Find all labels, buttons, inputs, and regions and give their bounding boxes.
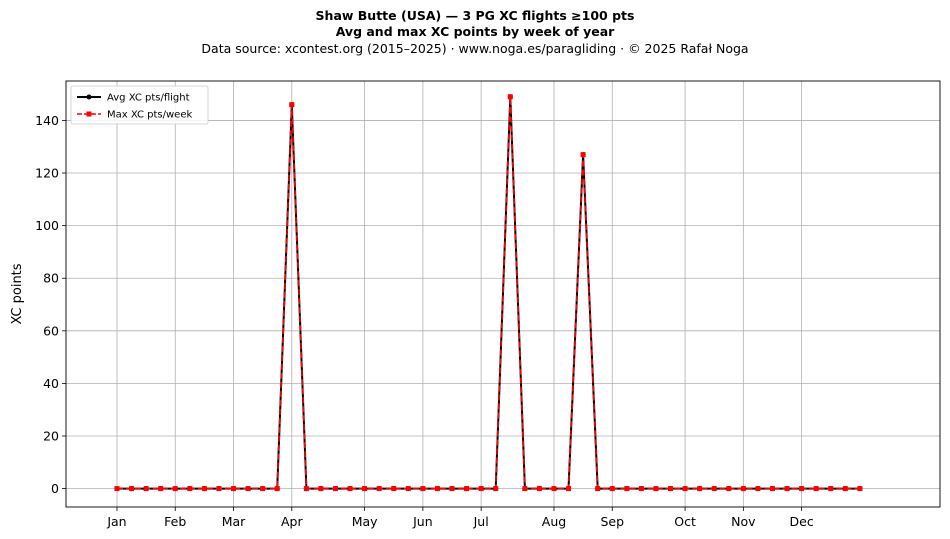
max-point xyxy=(391,486,397,492)
max-point xyxy=(464,486,470,492)
max-point xyxy=(114,486,120,492)
x-tick-label-feb: Feb xyxy=(164,514,186,529)
max-point xyxy=(289,102,295,108)
max-point xyxy=(813,486,819,492)
series-layer xyxy=(114,94,863,492)
x-tick-label-jul: Jul xyxy=(473,514,489,529)
max-point xyxy=(842,486,848,492)
max-point xyxy=(347,486,353,492)
max-point xyxy=(318,486,324,492)
max-point xyxy=(609,486,615,492)
y-tick-label: 20 xyxy=(43,429,59,444)
max-point xyxy=(507,94,513,100)
legend-label-avg: Avg XC pts/flight xyxy=(107,93,190,104)
max-point xyxy=(580,152,586,158)
max-point xyxy=(187,486,193,492)
y-tick-label: 60 xyxy=(43,323,59,338)
max-point xyxy=(172,486,178,492)
y-tick-label: 40 xyxy=(43,376,59,391)
x-tick-label-dec: Dec xyxy=(790,514,814,529)
y-tick-label: 80 xyxy=(43,271,59,286)
x-tick-label-oct: Oct xyxy=(674,514,696,529)
y-tick-label: 120 xyxy=(35,166,59,181)
legend: Avg XC pts/flight Max XC pts/week xyxy=(70,85,209,125)
max-point xyxy=(653,486,659,492)
max-point xyxy=(158,486,164,492)
max-point xyxy=(595,486,601,492)
max-point xyxy=(784,486,790,492)
max-point xyxy=(362,486,368,492)
chart-title: Shaw Butte (USA) — 3 PG XC flights ≥100 … xyxy=(315,8,635,23)
max-point xyxy=(857,486,863,492)
max-point xyxy=(668,486,674,492)
x-tick-label-mar: Mar xyxy=(222,514,246,529)
legend-box xyxy=(70,85,209,125)
y-tick-label: 100 xyxy=(35,218,59,233)
x-tick-label-apr: Apr xyxy=(281,514,303,529)
series-line-avg xyxy=(117,95,860,490)
y-tick-label: 140 xyxy=(35,113,59,128)
y-axis-label: XC points xyxy=(10,263,25,324)
max-point xyxy=(697,486,703,492)
max-point xyxy=(478,486,484,492)
max-point xyxy=(493,486,499,492)
x-tick-label-aug: Aug xyxy=(542,514,566,529)
x-tick-label-jun: Jun xyxy=(412,514,433,529)
legend-marker-max xyxy=(86,111,92,117)
max-point xyxy=(245,486,251,492)
max-point xyxy=(711,486,717,492)
max-point xyxy=(769,486,775,492)
max-point xyxy=(129,486,135,492)
max-point xyxy=(638,486,644,492)
max-point xyxy=(332,486,338,492)
max-point xyxy=(828,486,834,492)
x-tick-label-nov: Nov xyxy=(731,514,756,529)
x-tick-label-jan: Jan xyxy=(106,514,126,529)
chart-source-credit: Data source: xcontest.org (2015–2025) · … xyxy=(201,41,749,56)
plot-frame xyxy=(65,80,941,508)
max-point xyxy=(434,486,440,492)
max-point xyxy=(201,486,207,492)
x-tick-label-sep: Sep xyxy=(600,514,624,529)
max-point xyxy=(405,486,411,492)
max-point xyxy=(260,486,266,492)
y-tick-label: 0 xyxy=(51,481,59,496)
legend-marker-avg xyxy=(86,94,92,100)
max-point xyxy=(376,486,382,492)
max-point xyxy=(624,486,630,492)
max-point xyxy=(303,486,309,492)
chart-subtitle: Avg and max XC points by week of year xyxy=(335,24,615,39)
max-point xyxy=(755,486,761,492)
max-point xyxy=(740,486,746,492)
max-point xyxy=(522,486,528,492)
max-point xyxy=(274,486,280,492)
axis-ticks: 0 20 40 60 80 100 120 140 Jan Feb Mar Apr May Jun Jul A… xyxy=(35,113,814,529)
max-point xyxy=(551,486,557,492)
max-point xyxy=(799,486,805,492)
series-line-max xyxy=(117,96,860,490)
x-tick-label-may: May xyxy=(352,514,378,529)
max-point xyxy=(420,486,426,492)
max-point xyxy=(566,486,572,492)
legend-label-max: Max XC pts/week xyxy=(107,110,192,121)
max-point xyxy=(231,486,237,492)
max-point xyxy=(143,486,149,492)
max-point xyxy=(682,486,688,492)
max-point xyxy=(536,486,542,492)
max-point xyxy=(216,486,222,492)
max-point xyxy=(726,486,732,492)
max-point xyxy=(449,486,455,492)
